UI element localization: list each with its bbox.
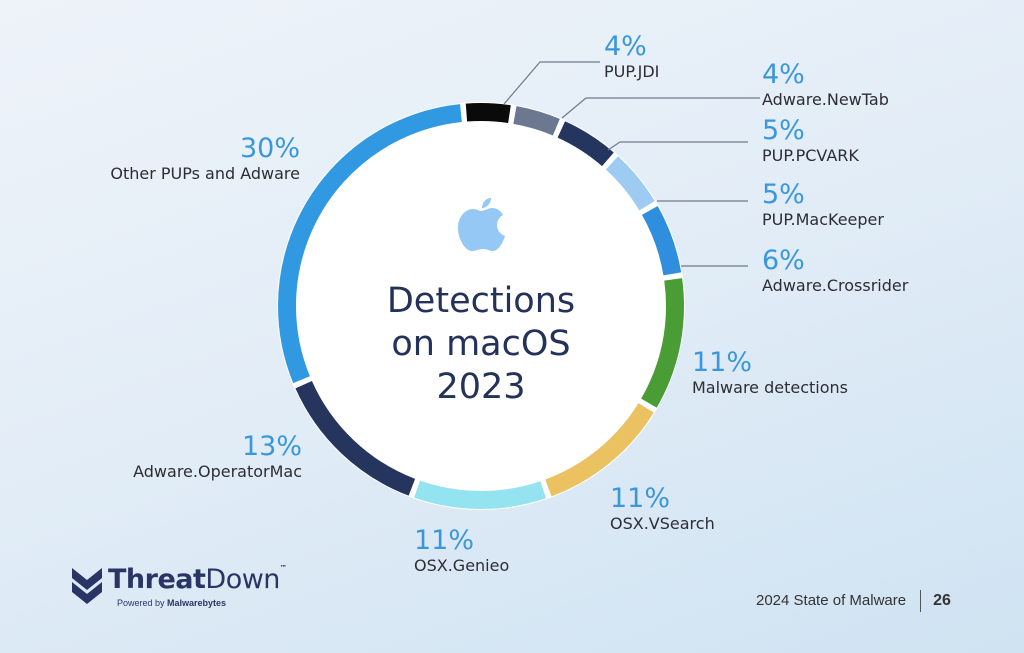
label-percent: 11% — [414, 525, 475, 556]
brand-bold: Threat — [108, 564, 206, 595]
threatdown-chevron-icon — [72, 568, 102, 604]
brand-light: Down — [205, 564, 280, 595]
footer: 2024 State of Malware 26 — [756, 590, 951, 612]
label-name: Malware detections — [692, 378, 848, 397]
label-percent: 11% — [692, 347, 753, 378]
label-name: OSX.VSearch — [610, 514, 715, 533]
center-title: Detections on macOS 2023 — [381, 280, 581, 409]
label-percent: 4% — [762, 59, 805, 90]
label-percent: 5% — [762, 115, 805, 146]
donut-segment-malware-detections — [278, 103, 684, 509]
label-malware: 11% Malware detections — [692, 348, 848, 398]
donut-segment-pup-jdi — [278, 103, 684, 509]
donut-background — [277, 102, 685, 510]
donut-segments — [278, 103, 684, 509]
trademark: ™ — [279, 564, 287, 572]
label-percent: 5% — [762, 179, 805, 210]
powered-prefix: Powered by — [117, 598, 168, 608]
threatdown-logo: ThreatDown™ Powered by Malwarebytes — [70, 564, 287, 609]
center-title-line-3: 2023 — [436, 367, 526, 407]
label-percent: 4% — [604, 31, 647, 62]
label-name: Adware.NewTab — [762, 90, 889, 109]
label-name: Adware.OperatorMac — [133, 462, 302, 481]
label-newtab: 4% Adware.NewTab — [762, 60, 889, 110]
page-number: 26 — [933, 591, 951, 609]
label-mackeeper: 5% PUP.MacKeeper — [762, 180, 884, 230]
apple-icon — [458, 198, 505, 251]
report-title: 2024 State of Malware — [756, 591, 907, 609]
label-name: PUP.MacKeeper — [762, 210, 884, 229]
label-percent: 6% — [762, 245, 805, 276]
label-operatormac: 13% Adware.OperatorMac — [100, 432, 302, 482]
donut-segment-osx-genieo — [278, 103, 684, 509]
label-pup-jdi: 4% PUP.JDI — [604, 32, 659, 82]
label-vsearch: 11% OSX.VSearch — [610, 484, 715, 534]
label-percent: 30% — [239, 133, 300, 164]
powered-by: Powered by Malwarebytes — [117, 598, 226, 608]
malwarebytes-brand: Malwarebytes — [167, 598, 227, 608]
leader-pup-jdi — [503, 61, 600, 105]
donut-segment-other-pups-and-adware — [278, 103, 684, 509]
leader-newtab — [561, 97, 760, 119]
label-crossrider: 6% Adware.Crossrider — [762, 246, 908, 296]
center-title-line-1: Detections — [386, 281, 576, 321]
label-name: Adware.Crossrider — [762, 276, 909, 295]
label-pcvark: 5% PUP.PCVARK — [762, 116, 859, 166]
label-name: OSX.Genieo — [414, 556, 510, 575]
label-name: Other PUPs and Adware — [110, 164, 300, 183]
label-name: PUP.JDI — [604, 62, 660, 81]
label-other: 30% Other PUPs and Adware — [60, 134, 300, 184]
brand-name: ThreatDown™ — [108, 564, 287, 595]
label-percent: 13% — [241, 431, 302, 462]
leader-pcvark — [607, 141, 748, 151]
leader-lines — [503, 61, 760, 267]
footer-divider — [920, 590, 922, 612]
label-name: PUP.PCVARK — [762, 146, 859, 165]
label-percent: 11% — [610, 483, 671, 514]
label-genieo: 11% OSX.Genieo — [414, 526, 509, 576]
center-title-line-2: on macOS — [391, 324, 571, 364]
